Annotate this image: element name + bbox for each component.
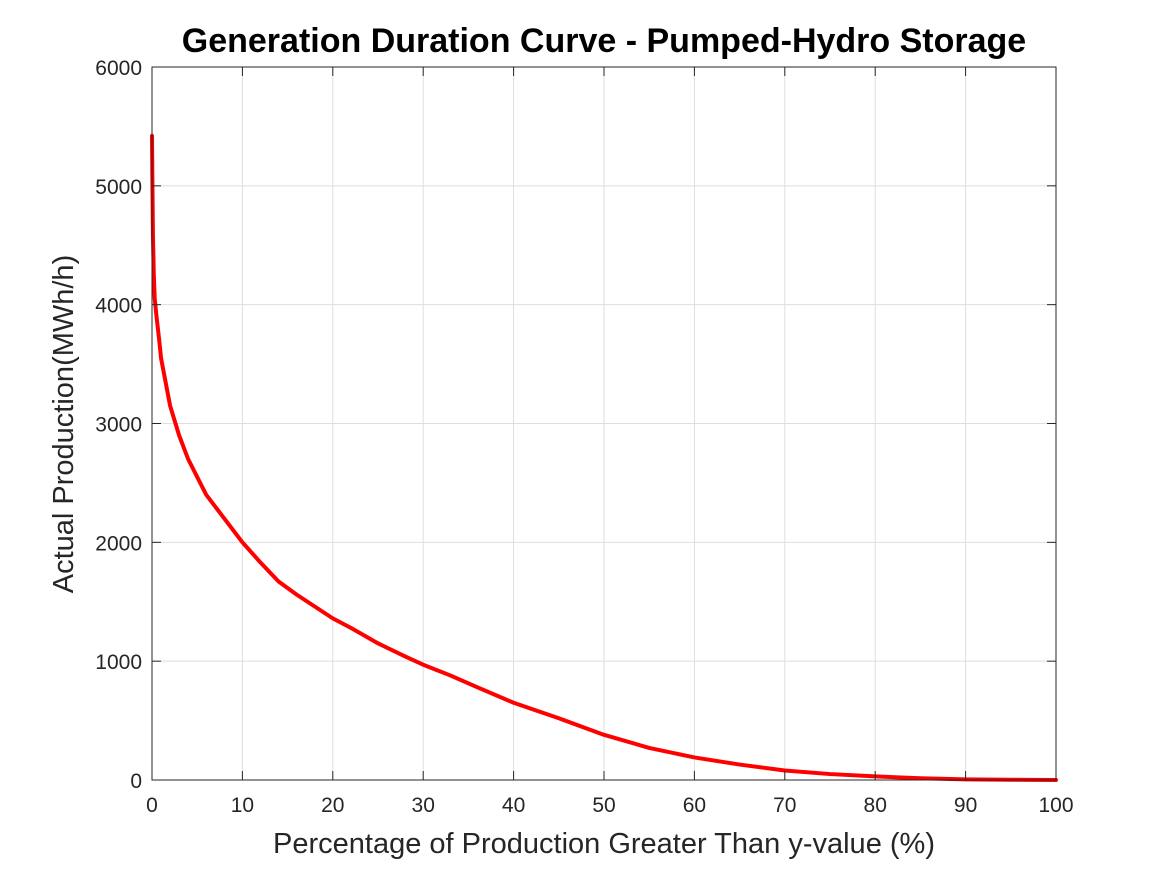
x-axis-label: Percentage of Production Greater Than y-… — [273, 828, 935, 860]
y-axis-label: Actual Production(MWh/h) — [48, 255, 80, 593]
y-tick-label: 3000 — [95, 414, 142, 437]
y-tick-label: 0 — [130, 770, 142, 793]
x-tick-label: 10 — [231, 794, 254, 817]
x-tick-label: 50 — [592, 794, 615, 817]
x-tick-label: 0 — [146, 794, 158, 817]
ticks: 0 10 20 30 40 50 60 70 80 90 100010002000300040005… — [95, 57, 1073, 817]
x-tick-label: 20 — [321, 794, 344, 817]
y-tick-label: 6000 — [95, 57, 142, 80]
series-layer — [150, 133, 1058, 782]
y-tick-label: 5000 — [95, 176, 142, 199]
chart-title: Generation Duration Curve - Pumped-Hydro… — [182, 22, 1026, 60]
y-tick-label: 2000 — [95, 532, 142, 555]
x-tick-label: 40 — [502, 794, 525, 817]
x-tick-label: 80 — [864, 794, 887, 817]
x-tick-label: 100 — [1038, 794, 1073, 817]
x-tick-label: 70 — [773, 794, 796, 817]
x-tick-label: 60 — [683, 794, 706, 817]
series-line — [150, 133, 1058, 782]
y-tick-label: 4000 — [95, 295, 142, 318]
x-tick-label: 90 — [954, 794, 977, 817]
x-tick-label: 30 — [412, 794, 435, 817]
y-tick-label: 1000 — [95, 651, 142, 674]
